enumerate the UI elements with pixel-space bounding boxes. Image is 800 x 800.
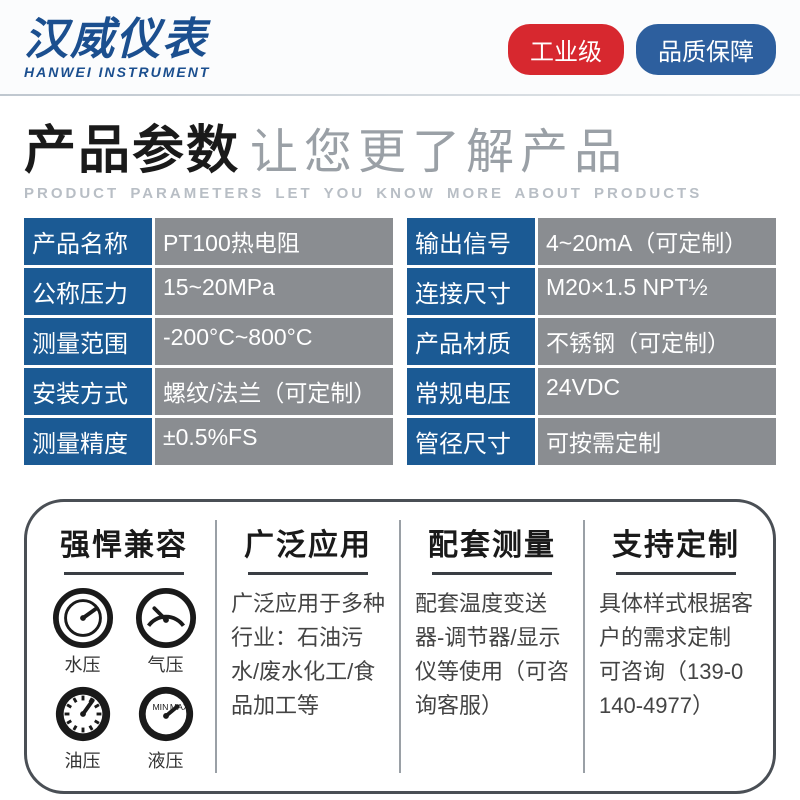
spec-row: 测量范围-200°C~800°C <box>24 318 393 365</box>
brand-cn: 汉威仪表 <box>24 18 210 62</box>
spec-label: 输出信号 <box>407 218 535 265</box>
spec-value: 4~20mA（可定制） <box>538 218 776 265</box>
badges: 工业级 品质保障 <box>508 24 776 75</box>
feature-col: 配套测量配套温度变送器-调节器/显示仪等使用（可咨询客服） <box>401 520 585 773</box>
spec-value: -200°C~800°C <box>155 318 393 365</box>
spec-value: 可按需定制 <box>538 418 776 465</box>
gauge-icon: 水压 <box>52 587 114 677</box>
spec-col-left: 产品名称PT100热电阻公称压力15~20MPa测量范围-200°C~800°C… <box>24 218 393 465</box>
spec-value: 不锈钢（可定制） <box>538 318 776 365</box>
spec-row: 产品材质不锈钢（可定制） <box>407 318 776 365</box>
feature-text: 广泛应用于多种行业：石油污水/废水化工/食品加工等 <box>231 587 385 723</box>
feature-title: 支持定制 <box>599 520 753 564</box>
spec-value: 24VDC <box>538 368 776 415</box>
spec-label: 管径尺寸 <box>407 418 535 465</box>
spec-row: 公称压力15~20MPa <box>24 268 393 315</box>
feature-underline <box>432 572 552 575</box>
spec-value: 15~20MPa <box>155 268 393 315</box>
features-panel: 强悍兼容水压气压油压MINMAX液压广泛应用广泛应用于多种行业：石油污水/废水化… <box>24 499 776 794</box>
feature-col: 强悍兼容水压 气压油压 MINMAX液压 <box>33 520 217 773</box>
gauges-grid: 水压 气压油压 MINMAX液压 <box>47 587 201 773</box>
feature-title: 广泛应用 <box>231 520 385 564</box>
spec-value: M20×1.5 NPT½ <box>538 268 776 315</box>
brand-en: HANWEI INSTRUMENT <box>24 64 210 80</box>
gauge-icon: 气压 <box>135 587 197 677</box>
feature-underline <box>248 572 368 575</box>
feature-text: 配套温度变送器-调节器/显示仪等使用（可咨询客服） <box>415 587 569 723</box>
spec-label: 测量精度 <box>24 418 152 465</box>
badge-quality: 品质保障 <box>636 24 776 75</box>
feature-col: 支持定制具体样式根据客户的需求定制 可咨询（139-0140-4977） <box>585 520 767 773</box>
title-bold: 产品参数 <box>24 108 240 183</box>
spec-label: 连接尺寸 <box>407 268 535 315</box>
spec-row: 常规电压24VDC <box>407 368 776 415</box>
spec-table: 产品名称PT100热电阻公称压力15~20MPa测量范围-200°C~800°C… <box>0 206 800 485</box>
title-light: 让您更了解产品 <box>250 112 628 182</box>
spec-row: 测量精度±0.5%FS <box>24 418 393 465</box>
divider <box>0 94 800 96</box>
feature-title: 配套测量 <box>415 520 569 564</box>
feature-col: 广泛应用广泛应用于多种行业：石油污水/废水化工/食品加工等 <box>217 520 401 773</box>
gauge-icon: MINMAX液压 <box>135 683 197 773</box>
spec-value: PT100热电阻 <box>155 218 393 265</box>
gauge-label: 水压 <box>65 651 101 677</box>
spec-row: 安装方式螺纹/法兰（可定制） <box>24 368 393 415</box>
spec-value: ±0.5%FS <box>155 418 393 465</box>
gauge-label: 气压 <box>148 651 184 677</box>
spec-label: 公称压力 <box>24 268 152 315</box>
spec-row: 连接尺寸M20×1.5 NPT½ <box>407 268 776 315</box>
spec-row: 管径尺寸可按需定制 <box>407 418 776 465</box>
feature-title: 强悍兼容 <box>47 520 201 564</box>
gauge-icon: 油压 <box>52 683 114 773</box>
subtitle-en: PRODUCT PARAMETERS LET YOU KNOW MORE ABO… <box>24 185 776 202</box>
spec-label: 产品名称 <box>24 218 152 265</box>
badge-industrial: 工业级 <box>508 24 624 75</box>
spec-label: 安装方式 <box>24 368 152 415</box>
spec-label: 产品材质 <box>407 318 535 365</box>
svg-text:MIN: MIN <box>152 702 168 712</box>
spec-label: 测量范围 <box>24 318 152 365</box>
gauge-label: 液压 <box>148 747 184 773</box>
feature-underline <box>64 572 184 575</box>
feature-underline <box>616 572 736 575</box>
spec-col-right: 输出信号4~20mA（可定制）连接尺寸M20×1.5 NPT½产品材质不锈钢（可… <box>407 218 776 465</box>
feature-text: 具体样式根据客户的需求定制 可咨询（139-0140-4977） <box>599 587 753 723</box>
title-section: 产品参数 让您更了解产品 PRODUCT PARAMETERS LET YOU … <box>0 102 800 206</box>
spec-row: 输出信号4~20mA（可定制） <box>407 218 776 265</box>
gauge-label: 油压 <box>65 747 101 773</box>
header: 汉威仪表 HANWEI INSTRUMENT 工业级 品质保障 <box>0 0 800 94</box>
spec-label: 常规电压 <box>407 368 535 415</box>
spec-row: 产品名称PT100热电阻 <box>24 218 393 265</box>
brand-block: 汉威仪表 HANWEI INSTRUMENT <box>24 18 210 80</box>
spec-value: 螺纹/法兰（可定制） <box>155 368 393 415</box>
